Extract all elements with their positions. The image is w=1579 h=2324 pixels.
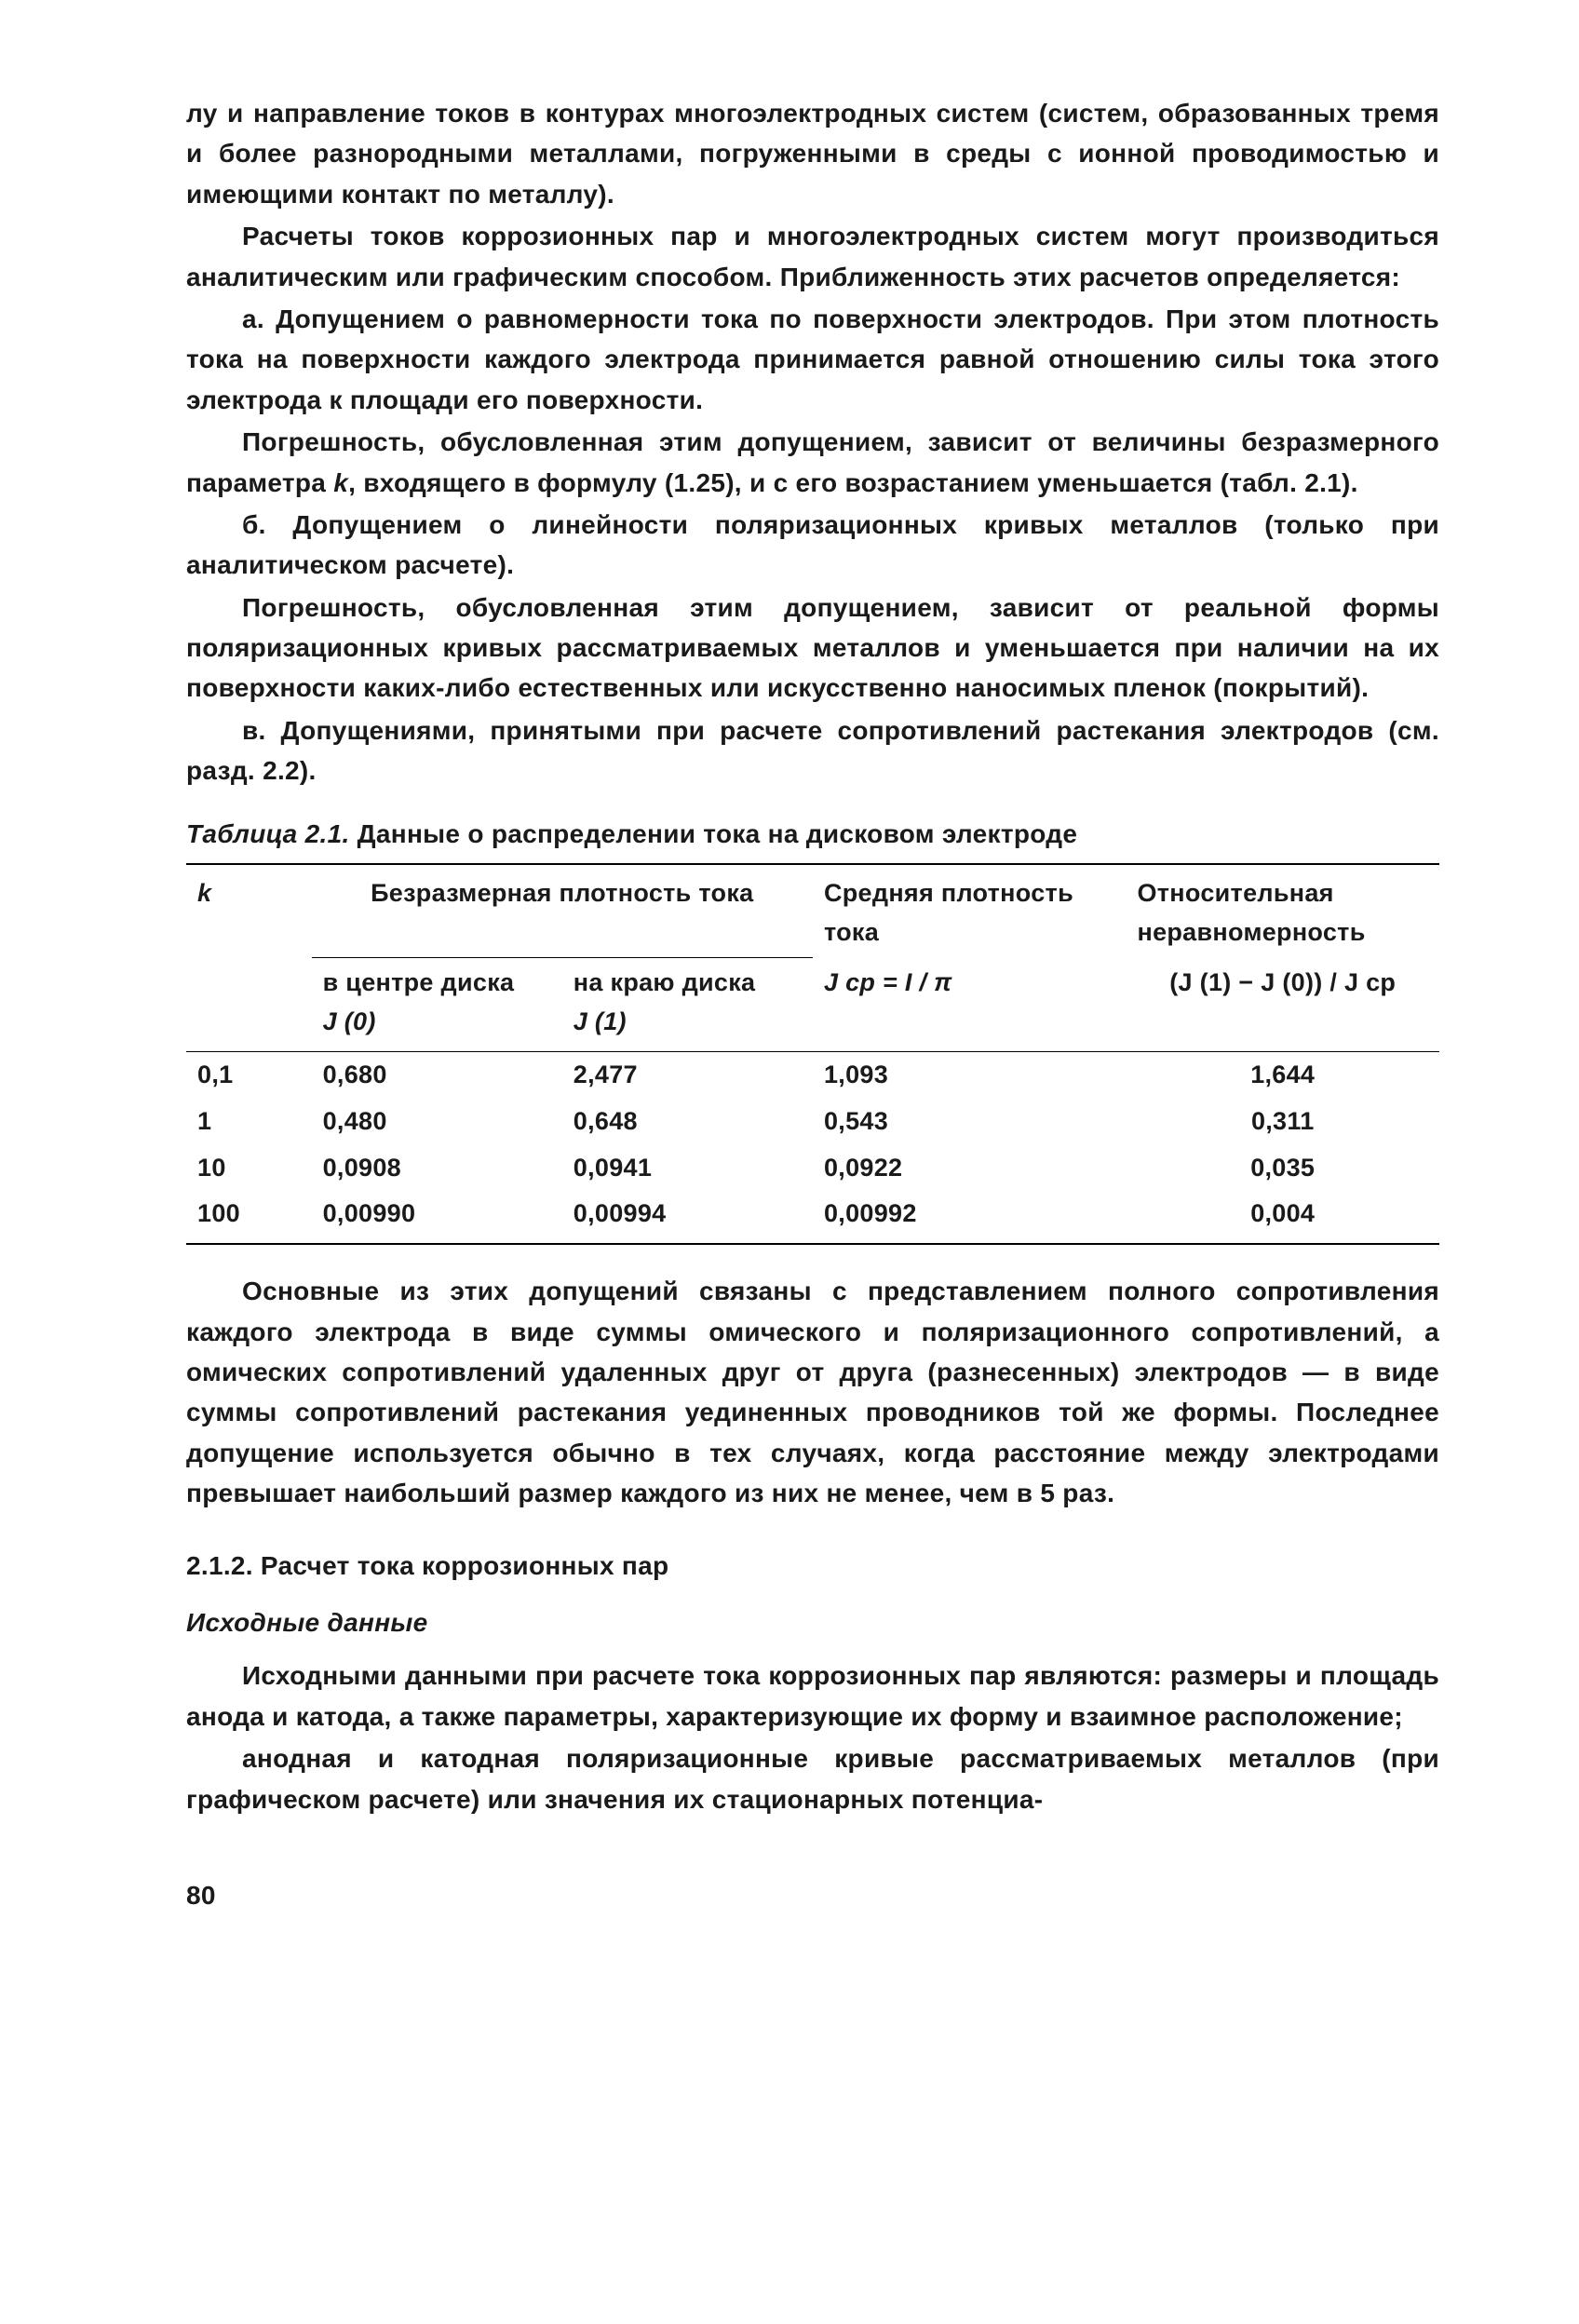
col-center: в центре диска (323, 968, 515, 996)
table-row: 0,1 0,680 2,477 1,093 1,644 (186, 1051, 1439, 1098)
cell-center: 0,480 (312, 1099, 562, 1145)
cell-avg: 0,543 (813, 1099, 1127, 1145)
col-edge: на краю диска (574, 968, 756, 996)
cell-avg: 0,00992 (813, 1191, 1127, 1244)
col-k: k (197, 879, 211, 907)
cell-center: 0,00990 (312, 1191, 562, 1244)
cell-edge: 0,0941 (562, 1145, 813, 1192)
section-subheading: Исходные данные (186, 1602, 1439, 1642)
cell-rel: 0,004 (1126, 1191, 1439, 1244)
table-subheader-row: в центре диска J (0) на краю диска J (1)… (186, 958, 1439, 1052)
text: , входящего в формулу (1.25), и с его во… (348, 468, 1358, 497)
paragraph: лу и направление токов в контурах многоэ… (186, 93, 1439, 214)
paragraph: а. Допущением о равномерности тока по по… (186, 299, 1439, 420)
paragraph: Расчеты токов коррозионных пар и многоэл… (186, 216, 1439, 297)
table-header-row: k Безразмерная плотность тока Средняя пл… (186, 864, 1439, 958)
col-avg-label: Средняя плотность тока (824, 879, 1073, 946)
cell-edge: 0,648 (562, 1099, 813, 1145)
table-row: 100 0,00990 0,00994 0,00992 0,004 (186, 1191, 1439, 1244)
table-caption-prefix: Таблица 2.1. (186, 819, 358, 848)
cell-avg: 0,0922 (813, 1145, 1127, 1192)
paragraph: Погрешность, обусловленная этим допущени… (186, 588, 1439, 709)
paragraph: Исходными данными при расчете тока корро… (186, 1655, 1439, 1736)
page-number: 80 (186, 1875, 1439, 1915)
col-edge-j: J (1) (574, 1007, 627, 1035)
col-rel-formula: (J (1) − J (0)) / J ср (1169, 968, 1396, 996)
table-caption-title: Данные о распределении тока на дисковом … (358, 819, 1078, 848)
paragraph: Основные из этих допущений связаны с пре… (186, 1271, 1439, 1513)
cell-rel: 1,644 (1126, 1051, 1439, 1098)
col-dimless: Безразмерная плотность тока (312, 864, 813, 958)
paragraph: в. Допущениями, принятыми при расчете со… (186, 710, 1439, 791)
cell-k: 1 (186, 1099, 312, 1145)
cell-rel: 0,035 (1126, 1145, 1439, 1192)
cell-k: 10 (186, 1145, 312, 1192)
cell-center: 0,680 (312, 1051, 562, 1098)
col-avg-formula: J ср = I / π (824, 968, 952, 996)
col-rel-label: Относительная неравномерность (1137, 879, 1365, 946)
cell-edge: 2,477 (562, 1051, 813, 1098)
table-caption: Таблица 2.1. Данные о распределении тока… (186, 814, 1439, 854)
parameter-k: k (333, 468, 348, 497)
cell-center: 0,0908 (312, 1145, 562, 1192)
paragraph: Погрешность, обусловленная этим допущени… (186, 422, 1439, 503)
cell-rel: 0,311 (1126, 1099, 1439, 1145)
paragraph: б. Допущением о линейности поляризационн… (186, 505, 1439, 586)
table-row: 10 0,0908 0,0941 0,0922 0,035 (186, 1145, 1439, 1192)
page: лу и направление токов в контурах многоэ… (0, 0, 1579, 2324)
table-row: 1 0,480 0,648 0,543 0,311 (186, 1099, 1439, 1145)
col-center-j: J (0) (323, 1007, 376, 1035)
cell-avg: 1,093 (813, 1051, 1127, 1098)
data-table: k Безразмерная плотность тока Средняя пл… (186, 863, 1439, 1245)
cell-k: 0,1 (186, 1051, 312, 1098)
section-heading: 2.1.2. Расчет тока коррозионных пар (186, 1546, 1439, 1586)
cell-k: 100 (186, 1191, 312, 1244)
paragraph: анодная и катодная поляризационные кривы… (186, 1738, 1439, 1819)
cell-edge: 0,00994 (562, 1191, 813, 1244)
